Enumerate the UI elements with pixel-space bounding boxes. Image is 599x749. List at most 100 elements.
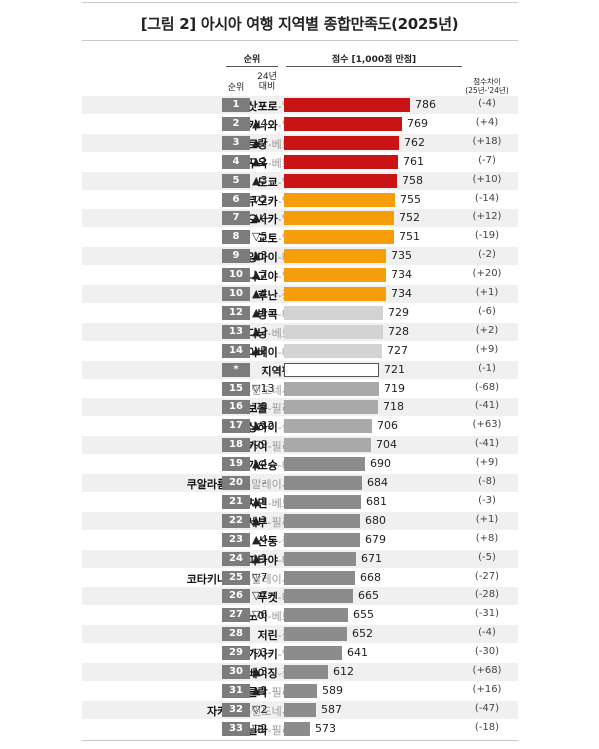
rank-change: ▲7: [252, 268, 268, 282]
rank-change: -: [262, 627, 266, 641]
table-row: 쿠알라룸프르-말레이시아 20-684 (-8): [82, 474, 518, 492]
score-value: 734: [391, 287, 412, 300]
rank-badge: 27: [222, 608, 250, 623]
score-bar: [284, 589, 353, 604]
city-name: 다낭: [247, 326, 268, 340]
score-diff: (+63): [472, 419, 502, 431]
score-bar: [284, 551, 356, 566]
rank-badge: 8: [222, 230, 250, 245]
score-bar: [284, 305, 383, 320]
rank-badge: 9: [222, 249, 250, 264]
rank-badge: 17: [222, 419, 250, 434]
score-value: 769: [407, 116, 428, 130]
rank-badge: 10: [222, 268, 250, 283]
score-diff: (+20): [472, 268, 502, 280]
score-diff: (+9): [475, 343, 499, 355]
city-name: 오사카: [247, 213, 278, 227]
score-bar: [284, 627, 347, 642]
rank-change: ▽7: [252, 589, 268, 603]
score-diff: (-2): [478, 249, 496, 261]
rank-badge: 18: [222, 438, 250, 453]
score-diff: (-41): [474, 400, 500, 412]
score-bar: [284, 419, 372, 434]
rank-badge: 7: [222, 211, 250, 226]
bottom-border: [82, 740, 518, 741]
score-value: 671: [361, 551, 382, 565]
score-bar: [284, 476, 362, 490]
score-diff: (+1): [475, 513, 499, 525]
score-bar: [284, 98, 410, 112]
score-value: 655: [353, 608, 374, 622]
rank-badge: 5: [222, 173, 250, 188]
score-bar: [284, 268, 386, 283]
rank-badge: 20: [222, 476, 250, 490]
city-name: 후난: [257, 289, 278, 302]
rank-change: ▽7: [252, 570, 268, 584]
score-diff: (+2): [475, 324, 499, 336]
score-diff: (-19): [474, 230, 500, 242]
city-name: 삿포로: [247, 100, 278, 113]
score-bar: [284, 343, 382, 358]
city-name: 보홀: [247, 402, 268, 416]
rank-badge: 3: [222, 135, 250, 150]
rank-change: ▲4: [252, 287, 268, 300]
rank-badge: 32: [222, 702, 250, 717]
score-diff: (-7): [478, 154, 496, 166]
score-value: 668: [360, 570, 381, 584]
table-row: 삿포로-일본1-786(-4): [82, 96, 518, 114]
score-value: 718: [383, 400, 404, 414]
score-diff: (-41): [474, 438, 500, 450]
score-bar: [284, 324, 383, 339]
score-bar: [284, 494, 361, 509]
score-value: 734: [391, 268, 412, 282]
score-diff: (-68): [474, 381, 500, 393]
rank-change: ▲2: [252, 343, 268, 357]
score-value: 704: [376, 438, 397, 452]
score-diff: (-6): [478, 305, 496, 317]
score-diff: (+8): [475, 532, 499, 544]
score-diff: (-27): [474, 570, 500, 582]
rank-change: ▽6: [252, 608, 268, 622]
score-value: 728: [388, 324, 409, 338]
score-value: 761: [403, 154, 424, 168]
score-bar: [284, 570, 355, 585]
rank-change: ▲12: [252, 419, 275, 433]
rank-group-header: 순위: [243, 55, 261, 65]
rank-change: ▽5: [252, 230, 268, 244]
city-name: 산동: [257, 534, 278, 548]
score-diff: (-5): [478, 551, 496, 563]
score-value: 573: [315, 721, 336, 735]
score-bar: [284, 173, 397, 188]
table-row: 지역평균 * -721 (-1): [82, 360, 518, 379]
city-name: 푸켓: [257, 591, 278, 605]
change-header-line1: 24년: [257, 72, 277, 82]
score-diff: (+4): [475, 116, 499, 128]
rank-badge: 6: [222, 192, 250, 207]
rank-change: ▲4: [252, 457, 268, 471]
score-diff: (+1): [475, 287, 499, 298]
rank-change: ▲1: [252, 494, 268, 508]
rank-badge: 12: [222, 305, 250, 320]
score-value: 681: [366, 494, 387, 508]
rank-badge: 26: [222, 589, 250, 604]
score-bar: [284, 438, 371, 453]
rank-badge: 31: [222, 683, 250, 698]
rank-badge: 13: [222, 324, 250, 339]
